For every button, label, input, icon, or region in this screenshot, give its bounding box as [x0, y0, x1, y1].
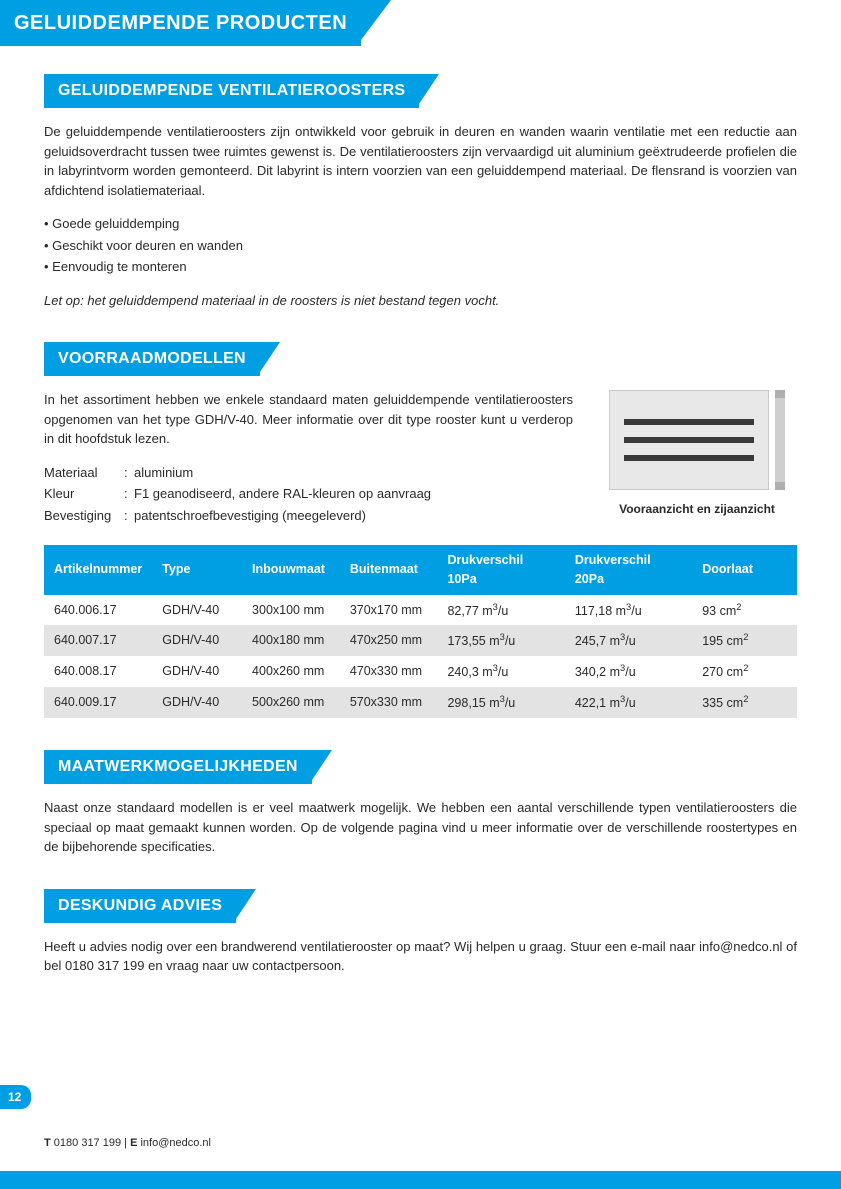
page-number: 12 [0, 1085, 31, 1109]
bullet-item: Goede geluiddemping [44, 214, 797, 234]
section-title: VOORRAADMODELLEN [44, 342, 260, 376]
col-drukverschil-20pa: Drukverschil 20Pa [565, 545, 692, 595]
spec-row: Kleur : F1 geanodiseerd, andere RAL-kleu… [44, 484, 573, 504]
col-type: Type [152, 545, 242, 595]
spec-row: Bevestiging : patentschroefbevestiging (… [44, 506, 573, 526]
table-row: 640.008.17GDH/V-40400x260 mm470x330 mm24… [44, 656, 797, 687]
spec-label: Bevestiging [44, 506, 124, 526]
section-title: GELUIDDEMPENDE VENTILATIEROOSTERS [44, 74, 419, 108]
spec-colon: : [124, 463, 134, 483]
section1-paragraph: De geluiddempende ventilatieroosters zij… [44, 122, 797, 200]
col-drukverschil-10pa: Drukverschil 10Pa [437, 545, 564, 595]
table-row: 640.007.17GDH/V-40400x180 mm470x250 mm17… [44, 625, 797, 656]
spec-row: Materiaal : aluminium [44, 463, 573, 483]
spec-label: Kleur [44, 484, 124, 504]
section3-paragraph: Naast onze standaard modellen is er veel… [44, 798, 797, 857]
table-cell: 470x250 mm [340, 625, 438, 656]
footer-email-label: E [130, 1137, 137, 1149]
warning-note: Let op: het geluiddempend materiaal in d… [44, 291, 797, 311]
col-buitenmaat: Buitenmaat [340, 545, 438, 595]
table-cell: GDH/V-40 [152, 595, 242, 626]
spec-label: Materiaal [44, 463, 124, 483]
table-cell: 245,7 m3/u [565, 625, 692, 656]
feature-bullets: Goede geluiddemping Geschikt voor deuren… [44, 214, 797, 277]
table-cell: 298,15 m3/u [437, 687, 564, 718]
table-row: 640.006.17GDH/V-40300x100 mm370x170 mm82… [44, 595, 797, 626]
product-image-column: Vooraanzicht en zijaanzicht [597, 390, 797, 518]
footer-bar [0, 1171, 841, 1189]
spec-list: Materiaal : aluminium Kleur : F1 geanodi… [44, 463, 573, 526]
table-cell: 335 cm2 [692, 687, 797, 718]
spec-value: aluminium [134, 463, 573, 483]
section-ventilatieroosters: GELUIDDEMPENDE VENTILATIEROOSTERS De gel… [44, 74, 797, 310]
product-side-view-icon [775, 390, 785, 490]
table-cell: 640.006.17 [44, 595, 152, 626]
table-cell: 173,55 m3/u [437, 625, 564, 656]
table-cell: 470x330 mm [340, 656, 438, 687]
spec-colon: : [124, 484, 134, 504]
table-cell: 240,3 m3/u [437, 656, 564, 687]
table-cell: 640.007.17 [44, 625, 152, 656]
table-cell: 340,2 m3/u [565, 656, 692, 687]
col-artikelnummer: Artikelnummer [44, 545, 152, 595]
col-doorlaat: Doorlaat [692, 545, 797, 595]
section2-paragraph: In het assortiment hebben we enkele stan… [44, 390, 573, 449]
table-cell: 82,77 m3/u [437, 595, 564, 626]
bullet-item: Eenvoudig te monteren [44, 257, 797, 277]
section-advies: DESKUNDIG ADVIES Heeft u advies nodig ov… [44, 889, 797, 976]
section-voorraadmodellen: VOORRAADMODELLEN In het assortiment hebb… [44, 342, 797, 718]
table-header-row: Artikelnummer Type Inbouwmaat Buitenmaat… [44, 545, 797, 595]
section-title: DESKUNDIG ADVIES [44, 889, 236, 923]
table-cell: GDH/V-40 [152, 625, 242, 656]
image-caption: Vooraanzicht en zijaanzicht [597, 500, 797, 518]
table-cell: 400x180 mm [242, 625, 340, 656]
table-cell: 640.008.17 [44, 656, 152, 687]
section4-paragraph: Heeft u advies nodig over een brandweren… [44, 937, 797, 976]
footer-email-value: info@nedco.nl [140, 1137, 211, 1149]
spec-value: patentschroefbevestiging (meegeleverd) [134, 506, 573, 526]
table-cell: 270 cm2 [692, 656, 797, 687]
footer-phone-label: T [44, 1137, 51, 1149]
spec-value: F1 geanodiseerd, andere RAL-kleuren op a… [134, 484, 573, 504]
table-cell: 195 cm2 [692, 625, 797, 656]
table-cell: 117,18 m3/u [565, 595, 692, 626]
section-title: MAATWERKMOGELIJKHEDEN [44, 750, 312, 784]
product-table: Artikelnummer Type Inbouwmaat Buitenmaat… [44, 545, 797, 718]
table-cell: 400x260 mm [242, 656, 340, 687]
footer-contact: T 0180 317 199 | E info@nedco.nl [44, 1135, 211, 1152]
table-cell: 300x100 mm [242, 595, 340, 626]
spec-colon: : [124, 506, 134, 526]
table-row: 640.009.17GDH/V-40500x260 mm570x330 mm29… [44, 687, 797, 718]
section-maatwerk: MAATWERKMOGELIJKHEDEN Naast onze standaa… [44, 750, 797, 857]
table-cell: GDH/V-40 [152, 687, 242, 718]
table-cell: GDH/V-40 [152, 656, 242, 687]
table-cell: 370x170 mm [340, 595, 438, 626]
product-front-view-icon [609, 390, 769, 490]
col-inbouwmaat: Inbouwmaat [242, 545, 340, 595]
bullet-item: Geschikt voor deuren en wanden [44, 236, 797, 256]
table-cell: 570x330 mm [340, 687, 438, 718]
footer-phone-value: 0180 317 199 [54, 1137, 121, 1149]
table-cell: 422,1 m3/u [565, 687, 692, 718]
page-title: GELUIDDEMPENDE PRODUCTEN [0, 0, 361, 46]
table-cell: 93 cm2 [692, 595, 797, 626]
table-cell: 640.009.17 [44, 687, 152, 718]
table-cell: 500x260 mm [242, 687, 340, 718]
